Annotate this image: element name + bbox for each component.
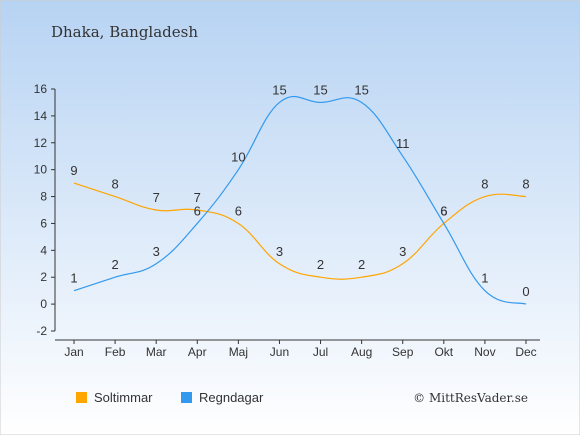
y-tick-label: 16 [34,82,48,96]
data-label-soltimmar: 8 [522,177,529,192]
y-tick-label: 10 [34,163,48,177]
data-label-regndagar: 1 [70,271,77,286]
legend: Soltimmar Regndagar [76,390,264,405]
legend-label-soltimmar: Soltimmar [94,390,153,405]
data-label-regndagar: 15 [354,82,368,97]
data-label-regndagar: 1 [481,271,488,286]
data-label-regndagar: 0 [522,284,529,299]
legend-swatch-regndagar [181,392,192,403]
x-tick-label: Okt [434,345,453,359]
data-label-soltimmar: 2 [358,257,365,272]
data-label-soltimmar: 2 [317,257,324,272]
x-tick-label: Jan [64,345,83,359]
y-tick-label: 14 [34,109,48,123]
y-tick-label: 0 [40,297,47,311]
x-tick-label: Nov [474,345,495,359]
x-tick-label: Apr [188,345,207,359]
series-line-soltimmar [73,182,527,280]
data-label-regndagar: 11 [396,136,410,151]
data-label-soltimmar: 6 [440,203,447,218]
data-label-regndagar: 15 [272,82,286,97]
series-lines [73,95,527,305]
y-tick-label: -2 [36,324,47,338]
y-tick-label: 8 [40,190,47,204]
data-label-regndagar: 10 [231,150,245,165]
data-label-regndagar: 3 [153,244,160,259]
data-label-soltimmar: 6 [235,203,242,218]
x-tick-label: Sep [392,345,414,359]
y-tick-label: 6 [40,216,47,230]
data-label-regndagar: 15 [313,82,327,97]
x-tick-label: Feb [105,345,126,359]
series-line-regndagar [73,95,527,305]
y-tick-label: 4 [40,243,47,257]
data-label-regndagar: 6 [440,203,447,218]
y-tick-label: 12 [34,136,48,150]
data-label-soltimmar: 7 [153,190,160,205]
x-tick-label: Jun [270,345,289,359]
source-credit: © MittResVader.se [413,391,528,405]
x-tick-label: Mar [146,345,167,359]
data-label-soltimmar: 7 [194,190,201,205]
data-label-regndagar: 6 [194,203,201,218]
data-label-soltimmar: 9 [70,163,77,178]
x-tick-label: Maj [229,345,248,359]
x-tick-label: Jul [313,345,328,359]
data-label-soltimmar: 3 [399,244,406,259]
legend-label-regndagar: Regndagar [199,390,264,405]
data-label-regndagar: 2 [111,257,118,272]
x-tick-label: Aug [351,345,372,359]
x-tick-label: Dec [515,345,536,359]
y-tick-label: 2 [40,270,47,284]
data-label-soltimmar: 3 [276,244,283,259]
data-label-soltimmar: 8 [481,177,488,192]
legend-swatch-soltimmar [76,392,87,403]
chart-title: Dhaka, Bangladesh [51,23,198,41]
data-label-soltimmar: 8 [111,177,118,192]
